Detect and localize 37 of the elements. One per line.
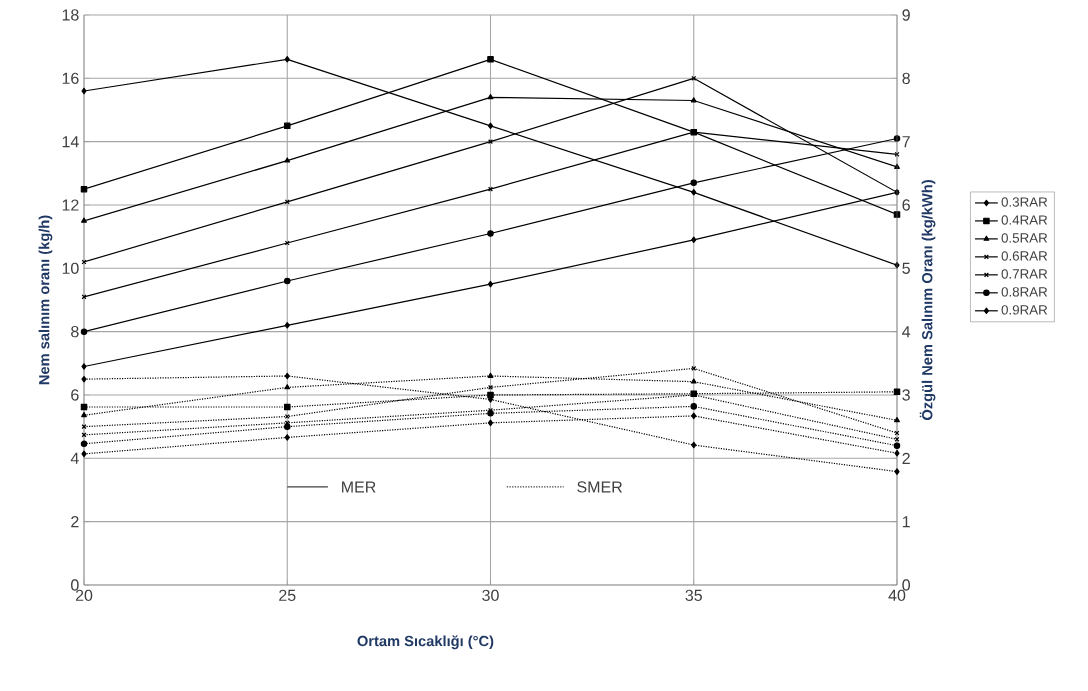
y-tick-label: 2 [71, 516, 79, 528]
y2-tick-label: 2 [902, 452, 910, 464]
y2-tick-label: 6 [902, 199, 910, 211]
y-tick-label: 6 [71, 389, 79, 401]
legend-label: 0.4RAR [1001, 215, 1048, 225]
legend-label: 0.8RAR [1001, 287, 1048, 297]
legend-label: 0.6RAR [1001, 251, 1048, 261]
x-axis-title: Ortam Sıcaklığı (°C) [357, 635, 494, 650]
y-tick-label: 16 [62, 72, 79, 84]
y2-tick-label: 7 [902, 136, 910, 148]
y2-tick-label: 0 [902, 579, 910, 591]
x-tick-label: 30 [482, 589, 499, 602]
legend-label: 0.7RAR [1001, 269, 1048, 279]
y-tick-label: 0 [71, 579, 79, 591]
x-tick-label: 35 [685, 589, 702, 602]
y-tick-label: 18 [62, 9, 79, 21]
y-tick-label: 8 [71, 325, 79, 338]
legend-label: 0.5RAR [1001, 233, 1048, 243]
x-tick-label: 20 [75, 589, 93, 602]
y-axis-title: Nem salınım oranı (kg/h) [38, 215, 53, 385]
y2-tick-label: 5 [902, 262, 910, 274]
annotation: MER [342, 481, 376, 493]
legend-label: 0.9RAR [1001, 305, 1048, 315]
y2-tick-label: 3 [902, 389, 910, 401]
y-tick-label: 10 [62, 262, 79, 274]
y2-tick-label: 1 [902, 516, 910, 528]
y-tick-label: 12 [62, 199, 79, 211]
x-tick-label: 25 [279, 589, 296, 602]
x-tick-label: 40 [888, 589, 906, 602]
y-tick-label: 14 [62, 136, 79, 148]
y2-axis-title: Özgül Nem Salınım Oranı (kg/kWh) [919, 180, 936, 420]
y2-tick-label: 9 [902, 9, 910, 21]
legend-label: 0.3RAR [1001, 197, 1048, 207]
y2-tick-label: 4 [902, 326, 911, 338]
annotation: SMER [577, 481, 622, 493]
y2-tick-label: 8 [902, 72, 910, 84]
y-tick-label: 4 [70, 452, 79, 464]
